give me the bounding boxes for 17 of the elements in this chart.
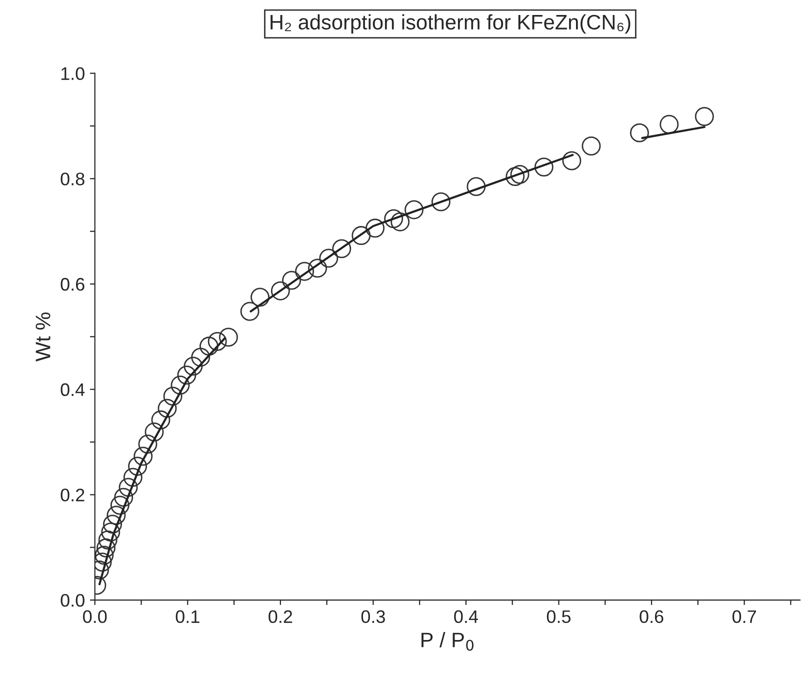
y-axis-title: Wt % xyxy=(36,312,50,362)
x-tick-label: 0.1 xyxy=(176,610,200,624)
x-tick-label: 0.2 xyxy=(268,610,292,624)
y-tick-label: 0.8 xyxy=(60,172,84,186)
x-tick-label: 0.4 xyxy=(454,610,478,624)
x-tick-label: 0.7 xyxy=(732,610,756,624)
y-tick-label: 0.2 xyxy=(60,488,84,502)
y-tick-label: 1.0 xyxy=(61,67,84,80)
y-tick-label: 0.4 xyxy=(60,383,85,396)
x-axis-title: P / P$_{0}$ xyxy=(422,632,474,651)
y-tick-label: 0.0 xyxy=(60,594,84,607)
x-tick-label: 0.6 xyxy=(640,610,664,624)
x-tick-label: 0.5 xyxy=(546,610,571,624)
x-tick-label: 0.0 xyxy=(83,610,107,624)
x-tick-label: 0.3 xyxy=(361,610,385,624)
y-tick-label: 0.6 xyxy=(60,278,84,291)
chart-title: H₂ adsorption isotherm for KFeZn(CN₆) xyxy=(270,14,630,34)
